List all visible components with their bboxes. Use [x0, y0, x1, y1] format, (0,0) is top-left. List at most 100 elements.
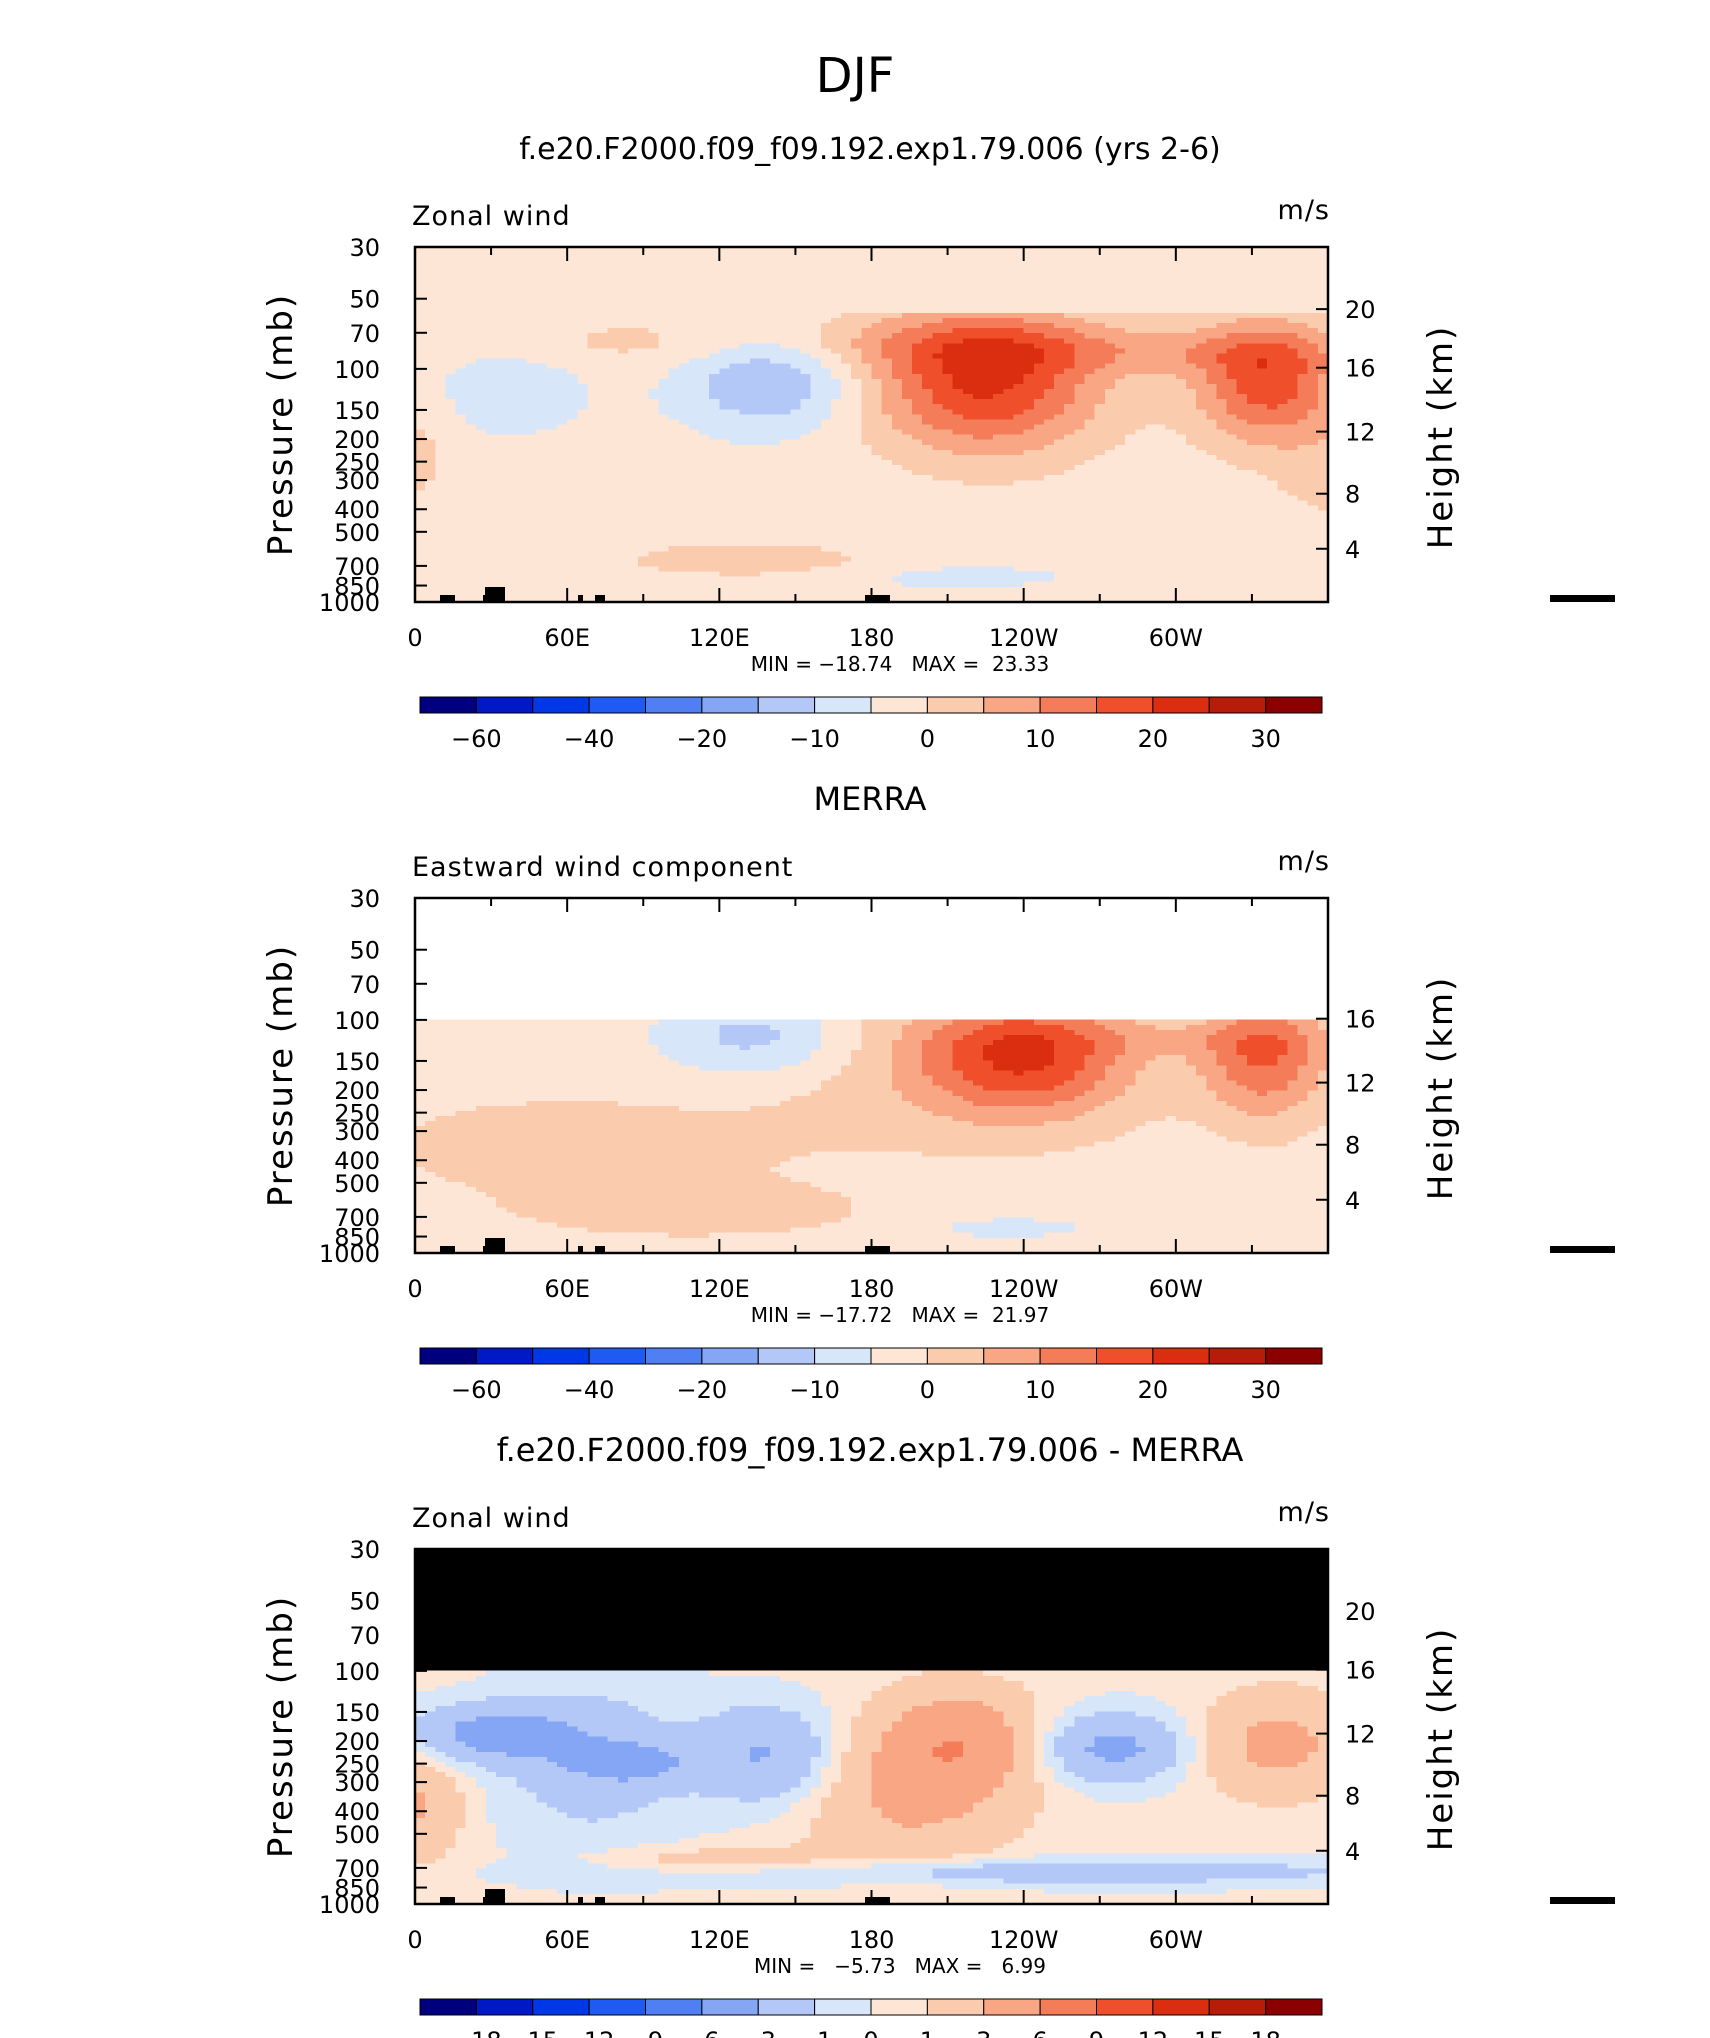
field-cell [506, 414, 518, 421]
field-cell [486, 520, 497, 527]
field-cell [1236, 282, 1248, 289]
field-cell [1216, 520, 1228, 527]
field-cell [780, 257, 791, 263]
field-cell [1033, 475, 1045, 481]
field-cell [1307, 394, 1319, 400]
field-cell [912, 449, 923, 456]
field-cell [861, 424, 873, 431]
field-cell [526, 247, 538, 253]
field-cell [536, 277, 548, 284]
field-cell [475, 414, 487, 421]
field-cell [1084, 262, 1096, 268]
field-cell [932, 292, 944, 299]
field-cell [1236, 373, 1248, 380]
field-cell [1226, 480, 1238, 486]
field-cell [962, 267, 974, 273]
field-cell [1054, 424, 1065, 431]
field-cell [780, 454, 791, 461]
field-cell [871, 389, 883, 395]
field-cell [486, 510, 497, 517]
field-cell [841, 454, 852, 461]
field-cell [1236, 500, 1248, 507]
field-cell [820, 307, 832, 314]
field-cell [851, 500, 862, 507]
field-cell [526, 333, 538, 339]
field-cell [972, 323, 984, 329]
field-cell [1267, 272, 1278, 279]
field-cell [1267, 323, 1278, 329]
field-cell [962, 409, 974, 415]
field-cell [780, 520, 791, 527]
field-cell [1297, 404, 1309, 410]
field-cell [1104, 307, 1116, 314]
field-cell [952, 520, 964, 527]
field-cell [1165, 460, 1177, 466]
field-cell [557, 475, 568, 481]
field-cell [1236, 424, 1248, 431]
field-cell [516, 500, 528, 507]
field-cell [1307, 257, 1319, 263]
field-cell [506, 323, 518, 329]
field-cell [1307, 490, 1319, 497]
field-cell [506, 399, 518, 405]
field-cell [475, 267, 487, 273]
field-cell [1033, 454, 1045, 461]
field-cell [678, 475, 690, 481]
field-cell [901, 394, 913, 400]
field-cell [841, 333, 852, 339]
field-cell [1125, 262, 1136, 268]
field-cell [1135, 323, 1146, 329]
field-cell [1267, 292, 1278, 299]
field-cell [1185, 515, 1197, 522]
field-cell [810, 454, 822, 461]
field-cell [1003, 394, 1015, 400]
field-cell [942, 429, 954, 436]
field-cell [962, 373, 974, 380]
field-cell [678, 312, 690, 319]
field-cell [972, 318, 984, 324]
field-cell [597, 480, 609, 486]
field-cell [1064, 282, 1075, 289]
field-cell [719, 282, 731, 289]
field-cell [739, 495, 751, 502]
field-cell [1155, 292, 1167, 299]
field-cell [617, 277, 629, 284]
field-cell [1307, 500, 1319, 507]
field-cell [800, 373, 812, 380]
field-cell [1236, 287, 1248, 294]
field-cell [678, 414, 690, 421]
field-cell [993, 505, 1004, 512]
field-cell [1196, 520, 1207, 527]
field-cell [1155, 353, 1167, 360]
field-cell [1307, 419, 1319, 426]
field-cell [486, 500, 497, 507]
field-cell [1104, 510, 1116, 517]
field-cell [526, 424, 538, 431]
panels: f.e20.F2000.f09_f09.192.exp1.79.006 (yrs… [261, 132, 1615, 2038]
field-cell [983, 414, 994, 421]
field-cell [597, 389, 609, 395]
field-cell [688, 449, 700, 456]
field-cell [719, 490, 731, 497]
field-cell [496, 460, 507, 466]
field-cell [932, 475, 944, 481]
field-cell [617, 389, 629, 395]
field-cell [1003, 353, 1015, 360]
field-cell [830, 414, 842, 421]
field-cell [638, 495, 649, 502]
field-cell [1277, 267, 1289, 273]
field-cell [1023, 348, 1035, 355]
field-cell [709, 338, 720, 344]
field-cell [871, 444, 883, 451]
field-cell [455, 297, 467, 304]
field-cell [1084, 409, 1096, 415]
field-cell [567, 312, 578, 319]
field-cell [1256, 378, 1268, 385]
field-cell [729, 262, 741, 268]
field-cell [496, 485, 507, 492]
field-cell [881, 328, 893, 334]
field-cell [770, 414, 781, 421]
field-cell [972, 475, 984, 481]
field-cell [577, 272, 589, 279]
field-cell [1084, 333, 1096, 339]
